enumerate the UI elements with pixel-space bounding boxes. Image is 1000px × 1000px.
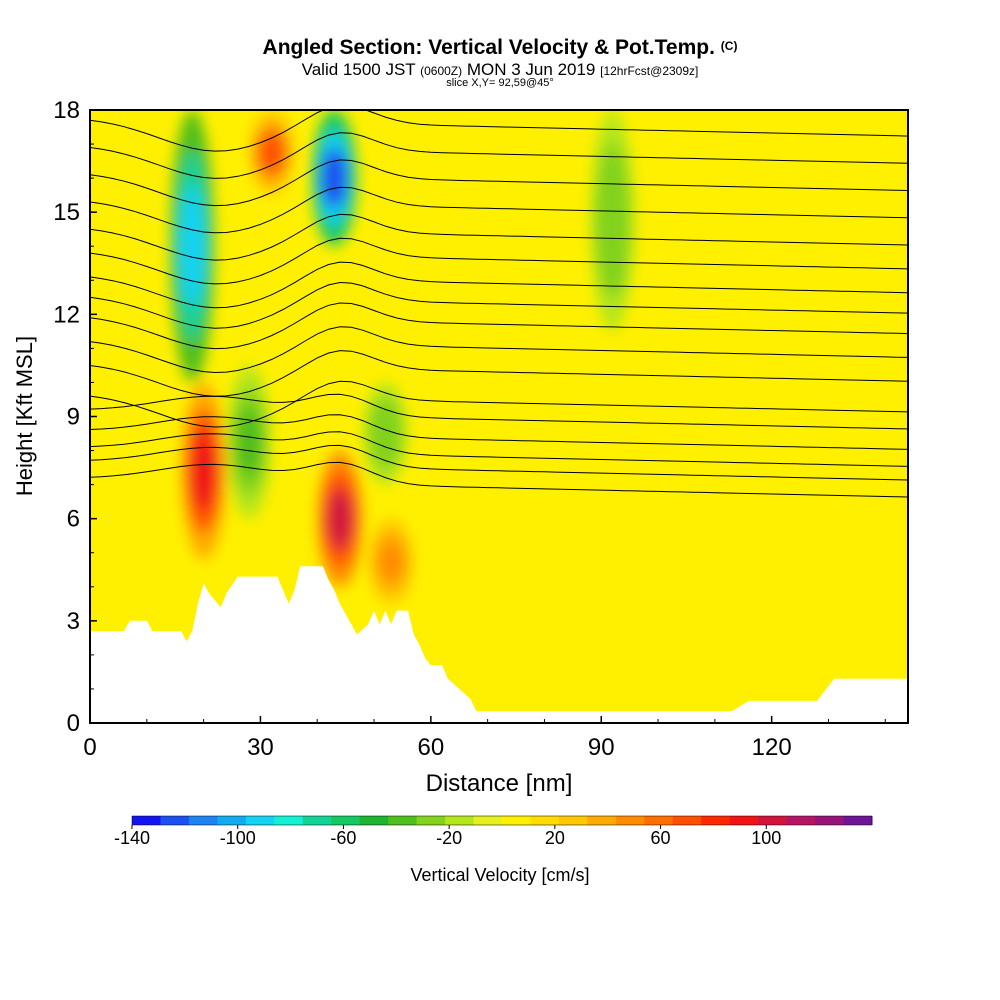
velocity-updraft-0 <box>190 431 217 511</box>
velocity-downdraft-5 <box>321 147 348 209</box>
isentrope-3 <box>90 414 908 450</box>
colorbar-tick-label: -60 <box>330 828 356 848</box>
x-tick-label-120: 120 <box>752 734 792 761</box>
chart-title: Angled Section: Vertical Velocity & Pot.… <box>0 36 1000 60</box>
y-tick-label-9: 9 <box>67 404 80 431</box>
colorbar-frame <box>131 815 873 826</box>
isentrope-14 <box>90 159 908 207</box>
velocity-downdraft-6 <box>235 407 263 477</box>
isentrope-2 <box>90 431 908 467</box>
colorbar-swatch-6 <box>302 816 332 825</box>
colorbar-swatch-12 <box>473 816 503 825</box>
colorbar-swatch-17 <box>615 816 645 825</box>
y-tick-label-6: 6 <box>67 506 80 533</box>
colorbar-swatch-2 <box>188 816 218 825</box>
x-tick-label-30: 30 <box>247 734 274 761</box>
isentrope-0 <box>90 461 908 498</box>
velocity-downdraft-7 <box>599 170 626 271</box>
isentrope-13 <box>90 186 908 234</box>
velocity-updraft-1 <box>258 133 285 172</box>
colorbar-swatch-14 <box>530 816 560 825</box>
slice-label: slice X,Y= 92,59@45° <box>446 77 554 89</box>
isentrope-5 <box>90 380 908 428</box>
colorbar-swatch-24 <box>815 816 845 825</box>
terrain-mask <box>90 566 908 723</box>
colorbar-swatch-18 <box>644 816 674 825</box>
colorbar-tick-label: 60 <box>651 828 671 848</box>
x-tick-label-90: 90 <box>588 734 615 761</box>
colorbar-tick-label: -100 <box>220 828 256 848</box>
y-tick-label-18: 18 <box>53 97 80 124</box>
colorbar-swatch-19 <box>672 816 702 825</box>
isentrope-12 <box>90 213 908 261</box>
isentrope-7 <box>90 326 908 374</box>
valid-date: MON 3 Jun 2019 <box>466 60 596 79</box>
y-tick-label-3: 3 <box>67 608 80 635</box>
x-tick-label-60: 60 <box>417 734 444 761</box>
colorbar-swatch-22 <box>758 816 788 825</box>
colorbar-tick-label: -140 <box>114 828 150 848</box>
colorbar-swatch-4 <box>245 816 275 825</box>
isentrope-1 <box>90 444 908 481</box>
velocity-updraft-2 <box>326 488 354 550</box>
forecast-label: [12hrFcst@2309z] <box>600 64 699 78</box>
colorbar-swatch-0 <box>132 816 161 825</box>
colorbar-tick-label: 20 <box>545 828 565 848</box>
colorbar-swatch-1 <box>160 816 190 825</box>
velocity-downdraft-8 <box>372 410 399 457</box>
colorbar-swatch-13 <box>502 816 531 825</box>
y-axis-label: Height [Kft MSL] <box>12 336 37 496</box>
isentrope-8 <box>90 302 908 350</box>
colorbar-swatch-8 <box>359 816 389 825</box>
colorbar-swatch-25 <box>843 816 873 825</box>
colorbar: -140 -100 -60 -20 20 60 100 <box>114 815 873 848</box>
y-tick-label-12: 12 <box>53 301 80 328</box>
y-tick-label-15: 15 <box>53 199 80 226</box>
colorbar-swatch-20 <box>701 816 731 825</box>
isentrope-6 <box>90 350 908 397</box>
isentrope-9 <box>90 281 908 329</box>
valid-utc: (0600Z) <box>420 64 463 78</box>
chart-title-main: Angled Section: Vertical Velocity & Pot.… <box>262 36 715 59</box>
colorbar-swatch-16 <box>587 816 617 825</box>
colorbar-swatch-3 <box>217 816 247 825</box>
isentrope-15 <box>90 132 908 179</box>
colorbar-swatch-11 <box>445 816 475 825</box>
isentrope-16 <box>90 110 908 152</box>
isentrope-10 <box>90 261 908 309</box>
velocity-updraft-3 <box>377 542 405 581</box>
velocity-downdraft-4 <box>179 184 206 308</box>
x-axis-label: Distance [nm] <box>426 770 573 797</box>
valid-prefix: Valid 1500 JST <box>301 60 416 79</box>
y-tick-label-0: 0 <box>67 710 80 737</box>
colorbar-swatch-10 <box>416 816 446 825</box>
isentrope-4 <box>90 393 908 430</box>
colorbar-swatch-23 <box>786 816 816 825</box>
x-tick-label-0: 0 <box>83 734 96 761</box>
colorbar-swatch-5 <box>274 816 304 825</box>
colorbar-swatch-21 <box>729 816 759 825</box>
isentrope-11 <box>90 237 908 285</box>
chart-title-mark: (C) <box>720 39 738 53</box>
colorbar-tick-label: 100 <box>751 828 781 848</box>
colorbar-swatch-7 <box>331 816 361 825</box>
colorbar-tick-label: -20 <box>436 828 462 848</box>
colorbar-swatch-15 <box>558 816 588 825</box>
colorbar-label: Vertical Velocity [cm/s] <box>410 865 589 885</box>
chart-valid-line: Valid 1500 JST (0600Z) MON 3 Jun 2019 [1… <box>0 60 1000 80</box>
colorbar-swatch-9 <box>388 816 418 825</box>
